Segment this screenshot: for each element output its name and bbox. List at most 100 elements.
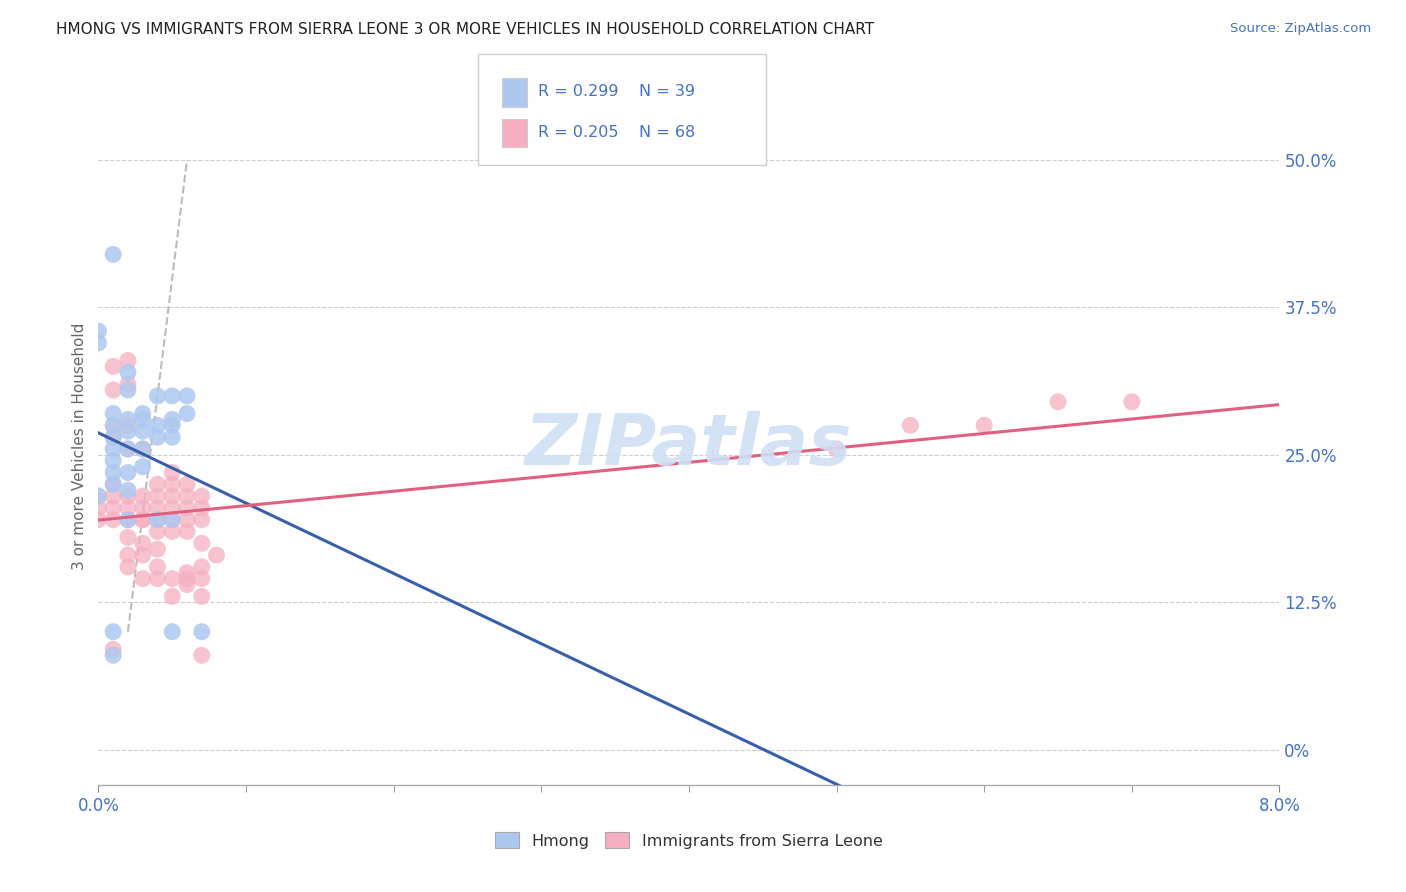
- Point: [176, 572, 198, 586]
- Point: [162, 389, 183, 403]
- Point: [103, 500, 125, 515]
- Point: [162, 466, 183, 480]
- Point: [103, 648, 125, 663]
- Point: [87, 500, 110, 515]
- Text: R = 0.205    N = 68: R = 0.205 N = 68: [538, 125, 696, 139]
- Point: [191, 648, 214, 663]
- Point: [117, 548, 139, 562]
- Point: [146, 477, 169, 491]
- Point: [103, 430, 125, 444]
- Point: [900, 418, 922, 433]
- Point: [132, 442, 155, 456]
- Point: [132, 442, 155, 456]
- Point: [162, 418, 183, 433]
- Point: [103, 359, 125, 374]
- Point: [162, 524, 183, 539]
- Point: [146, 430, 169, 444]
- Point: [103, 466, 125, 480]
- Point: [117, 466, 139, 480]
- Point: [146, 513, 169, 527]
- Point: [146, 500, 169, 515]
- Point: [132, 407, 155, 421]
- Point: [132, 513, 155, 527]
- Point: [825, 442, 848, 456]
- Point: [132, 412, 155, 426]
- Point: [117, 442, 139, 456]
- Point: [103, 624, 125, 639]
- Point: [103, 513, 125, 527]
- Point: [176, 389, 198, 403]
- Point: [176, 500, 198, 515]
- Point: [117, 418, 139, 433]
- Point: [162, 489, 183, 503]
- Point: [117, 353, 139, 368]
- Point: [87, 489, 110, 503]
- Point: [176, 407, 198, 421]
- Text: R = 0.299    N = 39: R = 0.299 N = 39: [538, 85, 696, 99]
- Point: [146, 389, 169, 403]
- Point: [117, 483, 139, 498]
- Point: [103, 407, 125, 421]
- Point: [117, 489, 139, 503]
- Point: [162, 500, 183, 515]
- Point: [191, 489, 214, 503]
- Point: [132, 572, 155, 586]
- Point: [191, 513, 214, 527]
- Point: [191, 536, 214, 550]
- Point: [162, 590, 183, 604]
- Point: [103, 383, 125, 397]
- Point: [146, 559, 169, 574]
- Point: [132, 536, 155, 550]
- Point: [117, 442, 139, 456]
- Point: [191, 572, 214, 586]
- Point: [176, 513, 198, 527]
- Point: [205, 548, 228, 562]
- Point: [132, 548, 155, 562]
- Point: [1121, 394, 1143, 409]
- Point: [103, 477, 125, 491]
- Point: [117, 559, 139, 574]
- Point: [103, 642, 125, 657]
- Point: [103, 430, 125, 444]
- Text: Source: ZipAtlas.com: Source: ZipAtlas.com: [1230, 22, 1371, 36]
- Point: [973, 418, 995, 433]
- Point: [162, 513, 183, 527]
- Y-axis label: 3 or more Vehicles in Household: 3 or more Vehicles in Household: [72, 322, 87, 570]
- Point: [191, 500, 214, 515]
- Legend: Hmong, Immigrants from Sierra Leone: Hmong, Immigrants from Sierra Leone: [488, 826, 890, 855]
- Point: [103, 442, 125, 456]
- Point: [117, 377, 139, 392]
- Point: [87, 324, 110, 338]
- Point: [132, 489, 155, 503]
- Point: [162, 513, 183, 527]
- Point: [87, 513, 110, 527]
- Point: [117, 500, 139, 515]
- Point: [176, 489, 198, 503]
- Text: ZIPatlas: ZIPatlas: [526, 411, 852, 481]
- Point: [146, 542, 169, 557]
- Point: [146, 418, 169, 433]
- Point: [103, 489, 125, 503]
- Point: [146, 489, 169, 503]
- Point: [162, 572, 183, 586]
- Point: [146, 524, 169, 539]
- Point: [103, 247, 125, 261]
- Point: [176, 477, 198, 491]
- Point: [132, 500, 155, 515]
- Point: [117, 513, 139, 527]
- Point: [146, 572, 169, 586]
- Point: [117, 530, 139, 544]
- Point: [103, 477, 125, 491]
- Point: [103, 418, 125, 433]
- Point: [191, 559, 214, 574]
- Point: [1046, 394, 1070, 409]
- Point: [117, 365, 139, 379]
- Point: [117, 424, 139, 438]
- Point: [103, 454, 125, 468]
- Point: [176, 577, 198, 591]
- Point: [191, 590, 214, 604]
- Point: [117, 412, 139, 426]
- Point: [162, 412, 183, 426]
- Point: [162, 624, 183, 639]
- Point: [191, 624, 214, 639]
